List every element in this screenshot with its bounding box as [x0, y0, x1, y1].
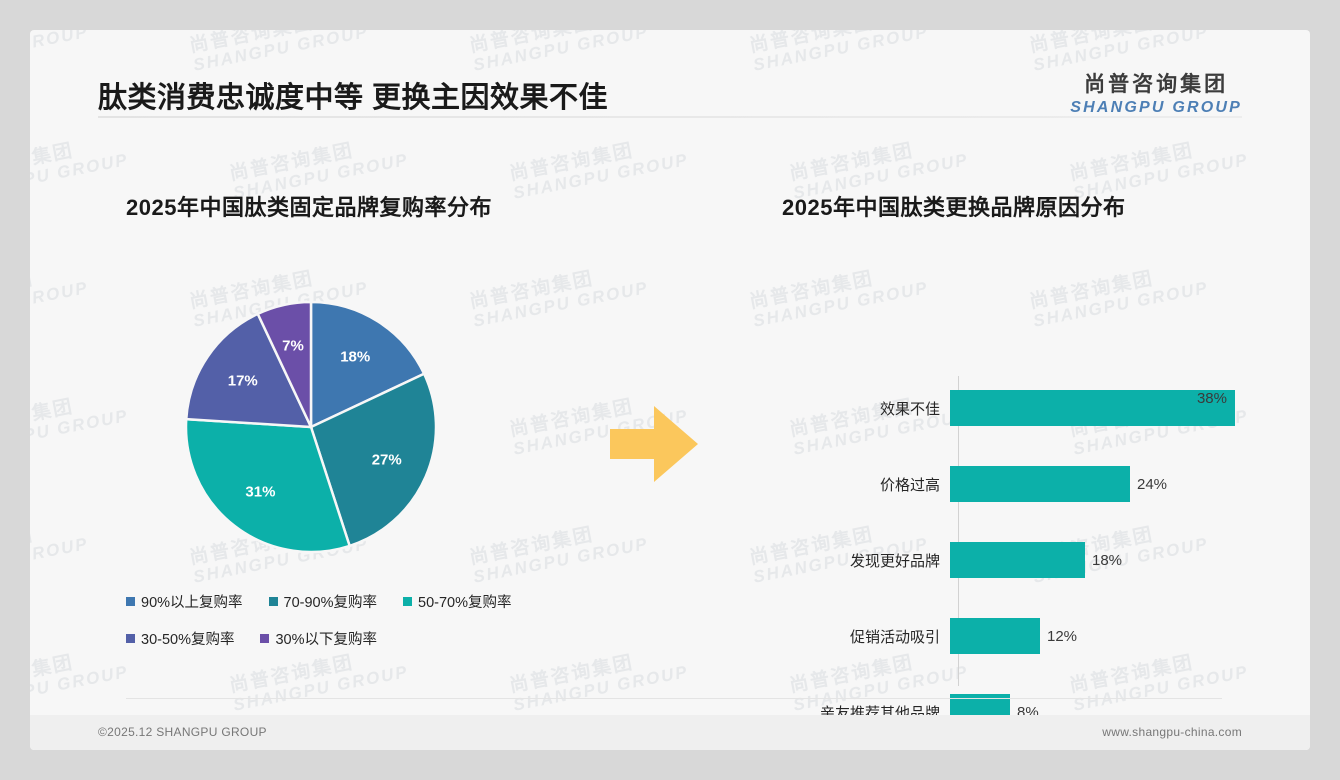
pie-slice[interactable] — [309, 372, 438, 548]
bar-row[interactable]: 效果不佳 38% — [782, 390, 1235, 426]
pie-slice[interactable] — [256, 300, 313, 428]
footnote-divider — [126, 698, 1222, 699]
legend-label: 90%以上复购率 — [141, 595, 243, 611]
legend-item[interactable]: 30%以下复购率 — [260, 628, 377, 649]
bar-value-label: 24% — [1137, 475, 1168, 493]
bar-row[interactable]: 价格过高 24% — [782, 466, 1167, 502]
slide-footer: ©2025.12 SHANGPU GROUP www.shangpu-china… — [30, 715, 1310, 750]
pie-chart-title: 2025年中国肽类固定品牌复购率分布 — [126, 195, 492, 220]
legend-swatch-icon — [260, 634, 270, 643]
bar-track: 38% — [950, 390, 1235, 426]
right-arrow-icon — [608, 402, 700, 491]
legend-row: 90%以上复购率 70-90%复购率 50-70%复购率 — [126, 591, 646, 612]
bar-fill[interactable]: 38% — [950, 390, 1235, 426]
header-divider — [98, 116, 1242, 118]
bar-chart-area: 效果不佳 38% 价格过高 24% 发现更好品牌 18% 促销活动吸引 12% 亲友推荐其他品牌… — [782, 280, 1282, 730]
legend-item[interactable]: 50-70%复购率 — [403, 591, 512, 612]
pie-slice-label: 18% — [340, 348, 371, 366]
pie-chart-area: 18% 27% 31% 17% 7% — [126, 277, 646, 577]
bar-category-label: 促销活动吸引 — [849, 628, 940, 646]
legend-row: 30-50%复购率 30%以下复购率 — [126, 628, 646, 649]
pie-legend: 90%以上复购率 70-90%复购率 50-70%复购率 30-50%复购率 30%以下… — [126, 591, 646, 649]
bar-chart-title: 2025年中国肽类更换品牌原因分布 — [782, 195, 1126, 220]
pie-slice[interactable] — [309, 300, 426, 429]
legend-item[interactable]: 90%以上复购率 — [126, 591, 243, 612]
bar-value-label: 18% — [1092, 551, 1123, 569]
pie-slice-label: 27% — [371, 451, 402, 469]
legend-swatch-icon — [403, 597, 413, 606]
pie-slice[interactable] — [184, 417, 352, 554]
bar-value-label: 12% — [1047, 627, 1078, 645]
pie-slice-label: 7% — [282, 337, 304, 355]
pie-slice-label: 17% — [227, 372, 258, 390]
legend-swatch-icon — [268, 597, 278, 606]
legend-item[interactable]: 70-90%复购率 — [268, 591, 378, 612]
bar-value-label: 38% — [1196, 390, 1227, 407]
bar-row[interactable]: 发现更好品牌 18% — [782, 542, 1122, 578]
legend-swatch-icon — [126, 634, 135, 643]
legend-swatch-icon — [126, 597, 135, 606]
legend-label: 30-50%复购率 — [141, 632, 235, 648]
logo-english-text: SHANGPU GROUP — [1070, 99, 1242, 116]
bar-track: 24% — [950, 466, 1167, 502]
pie-slice[interactable] — [184, 312, 314, 429]
bar-category-label: 价格过高 — [879, 476, 940, 494]
bar-fill[interactable] — [950, 618, 1040, 654]
legend-label: 50-70%复购率 — [418, 595, 512, 611]
legend-item[interactable]: 30-50%复购率 — [126, 628, 234, 649]
bar-track: 12% — [950, 618, 1077, 654]
bar-category-label: 发现更好品牌 — [849, 552, 940, 570]
bar-chart-axis — [958, 376, 959, 686]
logo-chinese-text: 尚普咨询集团 — [1084, 73, 1229, 96]
pie-slice-label: 31% — [245, 483, 276, 501]
bar-chart-panel: 2025年中国肽类更换品牌原因分布 效果不佳 38% 价格过高 24% 发现更好品牌 18… — [782, 190, 1282, 730]
bar-fill[interactable] — [950, 466, 1130, 502]
footer-website[interactable]: www.shangpu-china.com — [1102, 725, 1242, 739]
page-title: 肽类消费忠诚度中等 更换主因效果不佳 — [98, 82, 609, 114]
pie-chart-svg — [184, 300, 438, 554]
bar-row[interactable]: 促销活动吸引 12% — [782, 618, 1077, 654]
bar-track: 18% — [950, 542, 1122, 578]
slide-header: 肽类消费忠诚度中等 更换主因效果不佳 尚普咨询集团 SHANGPU GROUP — [30, 30, 1310, 118]
legend-label: 70-90%复购率 — [283, 595, 378, 611]
footer-copyright: ©2025.12 SHANGPU GROUP — [98, 725, 267, 739]
bar-category-label: 效果不佳 — [879, 400, 940, 418]
bar-fill[interactable] — [950, 542, 1085, 578]
legend-label: 30%以下复购率 — [275, 632, 378, 648]
brand-logo: 尚普咨询集团 SHANGPU GROUP — [1070, 68, 1242, 117]
pie-chart-panel: 2025年中国肽类固定品牌复购率分布 18% 27% 31% 17% 7% 90%以上复… — [126, 190, 646, 665]
